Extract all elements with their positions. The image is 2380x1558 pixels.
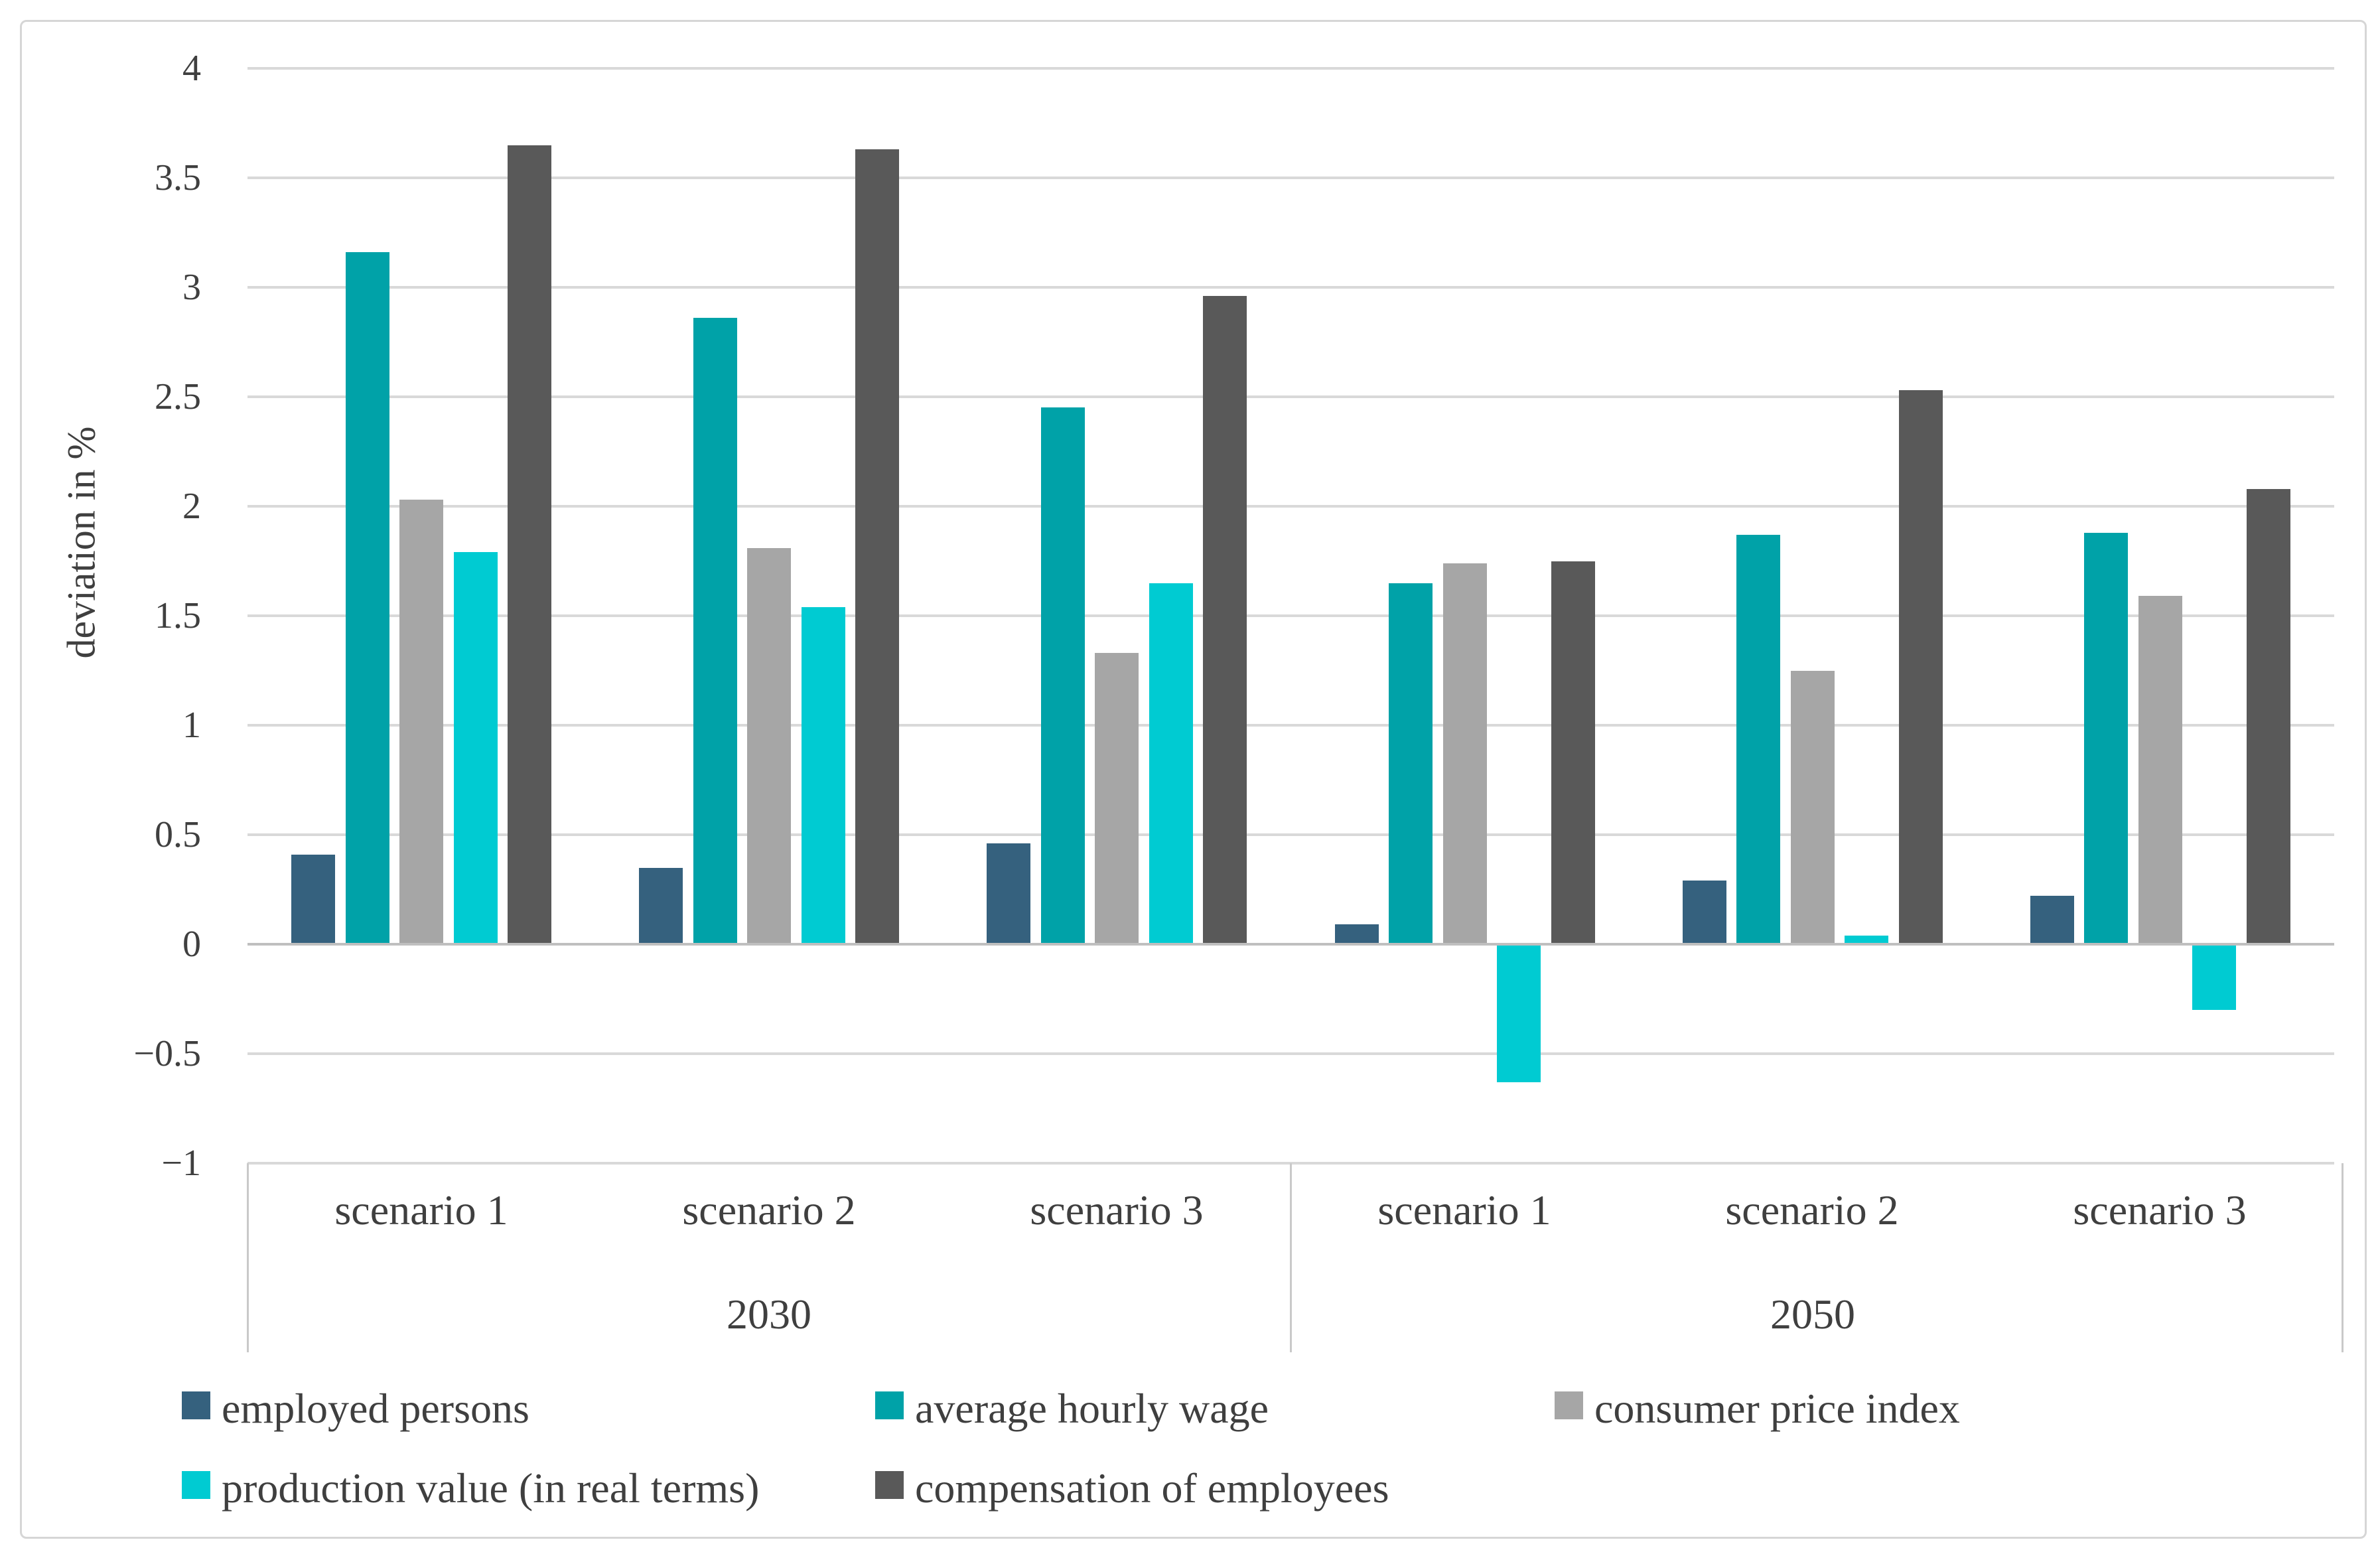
bar-compensation-of-employees-scenario-3-2050 (2247, 489, 2290, 944)
legend-label: employed persons (222, 1385, 529, 1432)
y-tick-label: 2 (182, 486, 201, 527)
gridline (247, 67, 2334, 70)
y-tick-label: 3.5 (155, 157, 201, 198)
bar-employed-persons-scenario-3-2030 (987, 843, 1030, 944)
bar-consumer-price-index-scenario-3-2050 (2138, 596, 2182, 944)
bar-production-value-in-real-terms--scenario-3-2050 (2192, 944, 2236, 1010)
y-tick-label: 3 (182, 267, 201, 308)
bar-compensation-of-employees-scenario-2-2050 (1899, 390, 1943, 944)
bar-production-value-in-real-terms--scenario-2-2050 (1845, 936, 1888, 944)
category-label-2050-scenario-3: scenario 3 (2073, 1186, 2247, 1234)
category-label-2050-scenario-1: scenario 1 (1377, 1186, 1551, 1234)
y-tick-label: 0 (182, 924, 201, 965)
bar-employed-persons-scenario-3-2050 (2030, 896, 2074, 944)
bar-average-hourly-wage-scenario-1-2050 (1389, 583, 1433, 945)
bar-employed-persons-scenario-1-2050 (1335, 924, 1379, 944)
bar-consumer-price-index-scenario-1-2050 (1443, 563, 1487, 944)
bar-employed-persons-scenario-2-2050 (1683, 881, 1726, 944)
bar-average-hourly-wage-scenario-1-2030 (346, 252, 389, 944)
bar-average-hourly-wage-scenario-2-2030 (693, 318, 737, 944)
category-axis-divider-right (2342, 1163, 2344, 1352)
legend-swatch-employed-persons (182, 1391, 210, 1419)
category-label-2050-scenario-2: scenario 2 (1725, 1186, 1899, 1234)
legend-label: consumer price index (1594, 1385, 1960, 1432)
legend-label: compensation of employees (915, 1464, 1389, 1512)
gridline (247, 505, 2334, 508)
y-tick-label: 0.5 (155, 814, 201, 855)
legend-swatch-average-hourly-wage (875, 1391, 904, 1419)
bar-employed-persons-scenario-2-2030 (639, 868, 683, 945)
bar-compensation-of-employees-scenario-1-2030 (508, 145, 551, 945)
category-label-2030-scenario-3: scenario 3 (1030, 1186, 1204, 1234)
bar-production-value-in-real-terms--scenario-1-2030 (454, 552, 498, 944)
category-label-2030-scenario-1: scenario 1 (334, 1186, 508, 1234)
bar-average-hourly-wage-scenario-2-2050 (1736, 535, 1780, 944)
y-tick-label: 4 (182, 48, 201, 89)
category-axis-divider-left (247, 1163, 249, 1352)
gridline (247, 395, 2334, 398)
bar-consumer-price-index-scenario-1-2030 (399, 500, 443, 944)
x-axis-zero-line (247, 943, 2334, 946)
bar-average-hourly-wage-scenario-3-2050 (2084, 533, 2128, 944)
year-group-label-2050: 2050 (1770, 1291, 1855, 1338)
bar-consumer-price-index-scenario-2-2030 (747, 548, 791, 944)
category-label-2030-scenario-2: scenario 2 (682, 1186, 856, 1234)
gridline (247, 833, 2334, 836)
y-tick-label: −0.5 (133, 1033, 201, 1074)
bar-average-hourly-wage-scenario-3-2030 (1041, 407, 1085, 944)
gridline (247, 614, 2334, 617)
legend-swatch-compensation-of-employees (875, 1471, 904, 1499)
legend-swatch-consumer-price-index (1555, 1391, 1583, 1419)
legend-label: average hourly wage (915, 1385, 1269, 1432)
bar-consumer-price-index-scenario-2-2050 (1791, 671, 1835, 945)
bar-compensation-of-employees-scenario-3-2030 (1203, 296, 1247, 944)
y-tick-label: −1 (161, 1143, 201, 1184)
y-tick-label: 1 (182, 705, 201, 746)
gridline (247, 177, 2334, 179)
chart-figure: deviation in % 4 3.5 3 2.5 2 1.5 1 0.5 0… (20, 20, 2367, 1539)
bar-employed-persons-scenario-1-2030 (291, 855, 335, 944)
year-group-label-2030: 2030 (727, 1291, 811, 1338)
bar-production-value-in-real-terms--scenario-3-2030 (1149, 583, 1193, 945)
bar-consumer-price-index-scenario-3-2030 (1095, 653, 1139, 944)
category-axis-divider-middle (1290, 1163, 1292, 1352)
gridline (247, 286, 2334, 289)
gridline (247, 724, 2334, 727)
bar-compensation-of-employees-scenario-2-2030 (855, 149, 899, 944)
bar-production-value-in-real-terms--scenario-1-2050 (1497, 944, 1541, 1082)
bar-production-value-in-real-terms--scenario-2-2030 (802, 607, 845, 944)
bar-compensation-of-employees-scenario-1-2050 (1551, 561, 1595, 945)
legend-label: production value (in real terms) (222, 1464, 760, 1512)
plot-area (247, 67, 2334, 1165)
y-tick-label: 1.5 (155, 595, 201, 636)
gridline (247, 1052, 2334, 1055)
y-tick-label: 2.5 (155, 376, 201, 417)
legend-swatch-production-value (182, 1471, 210, 1499)
